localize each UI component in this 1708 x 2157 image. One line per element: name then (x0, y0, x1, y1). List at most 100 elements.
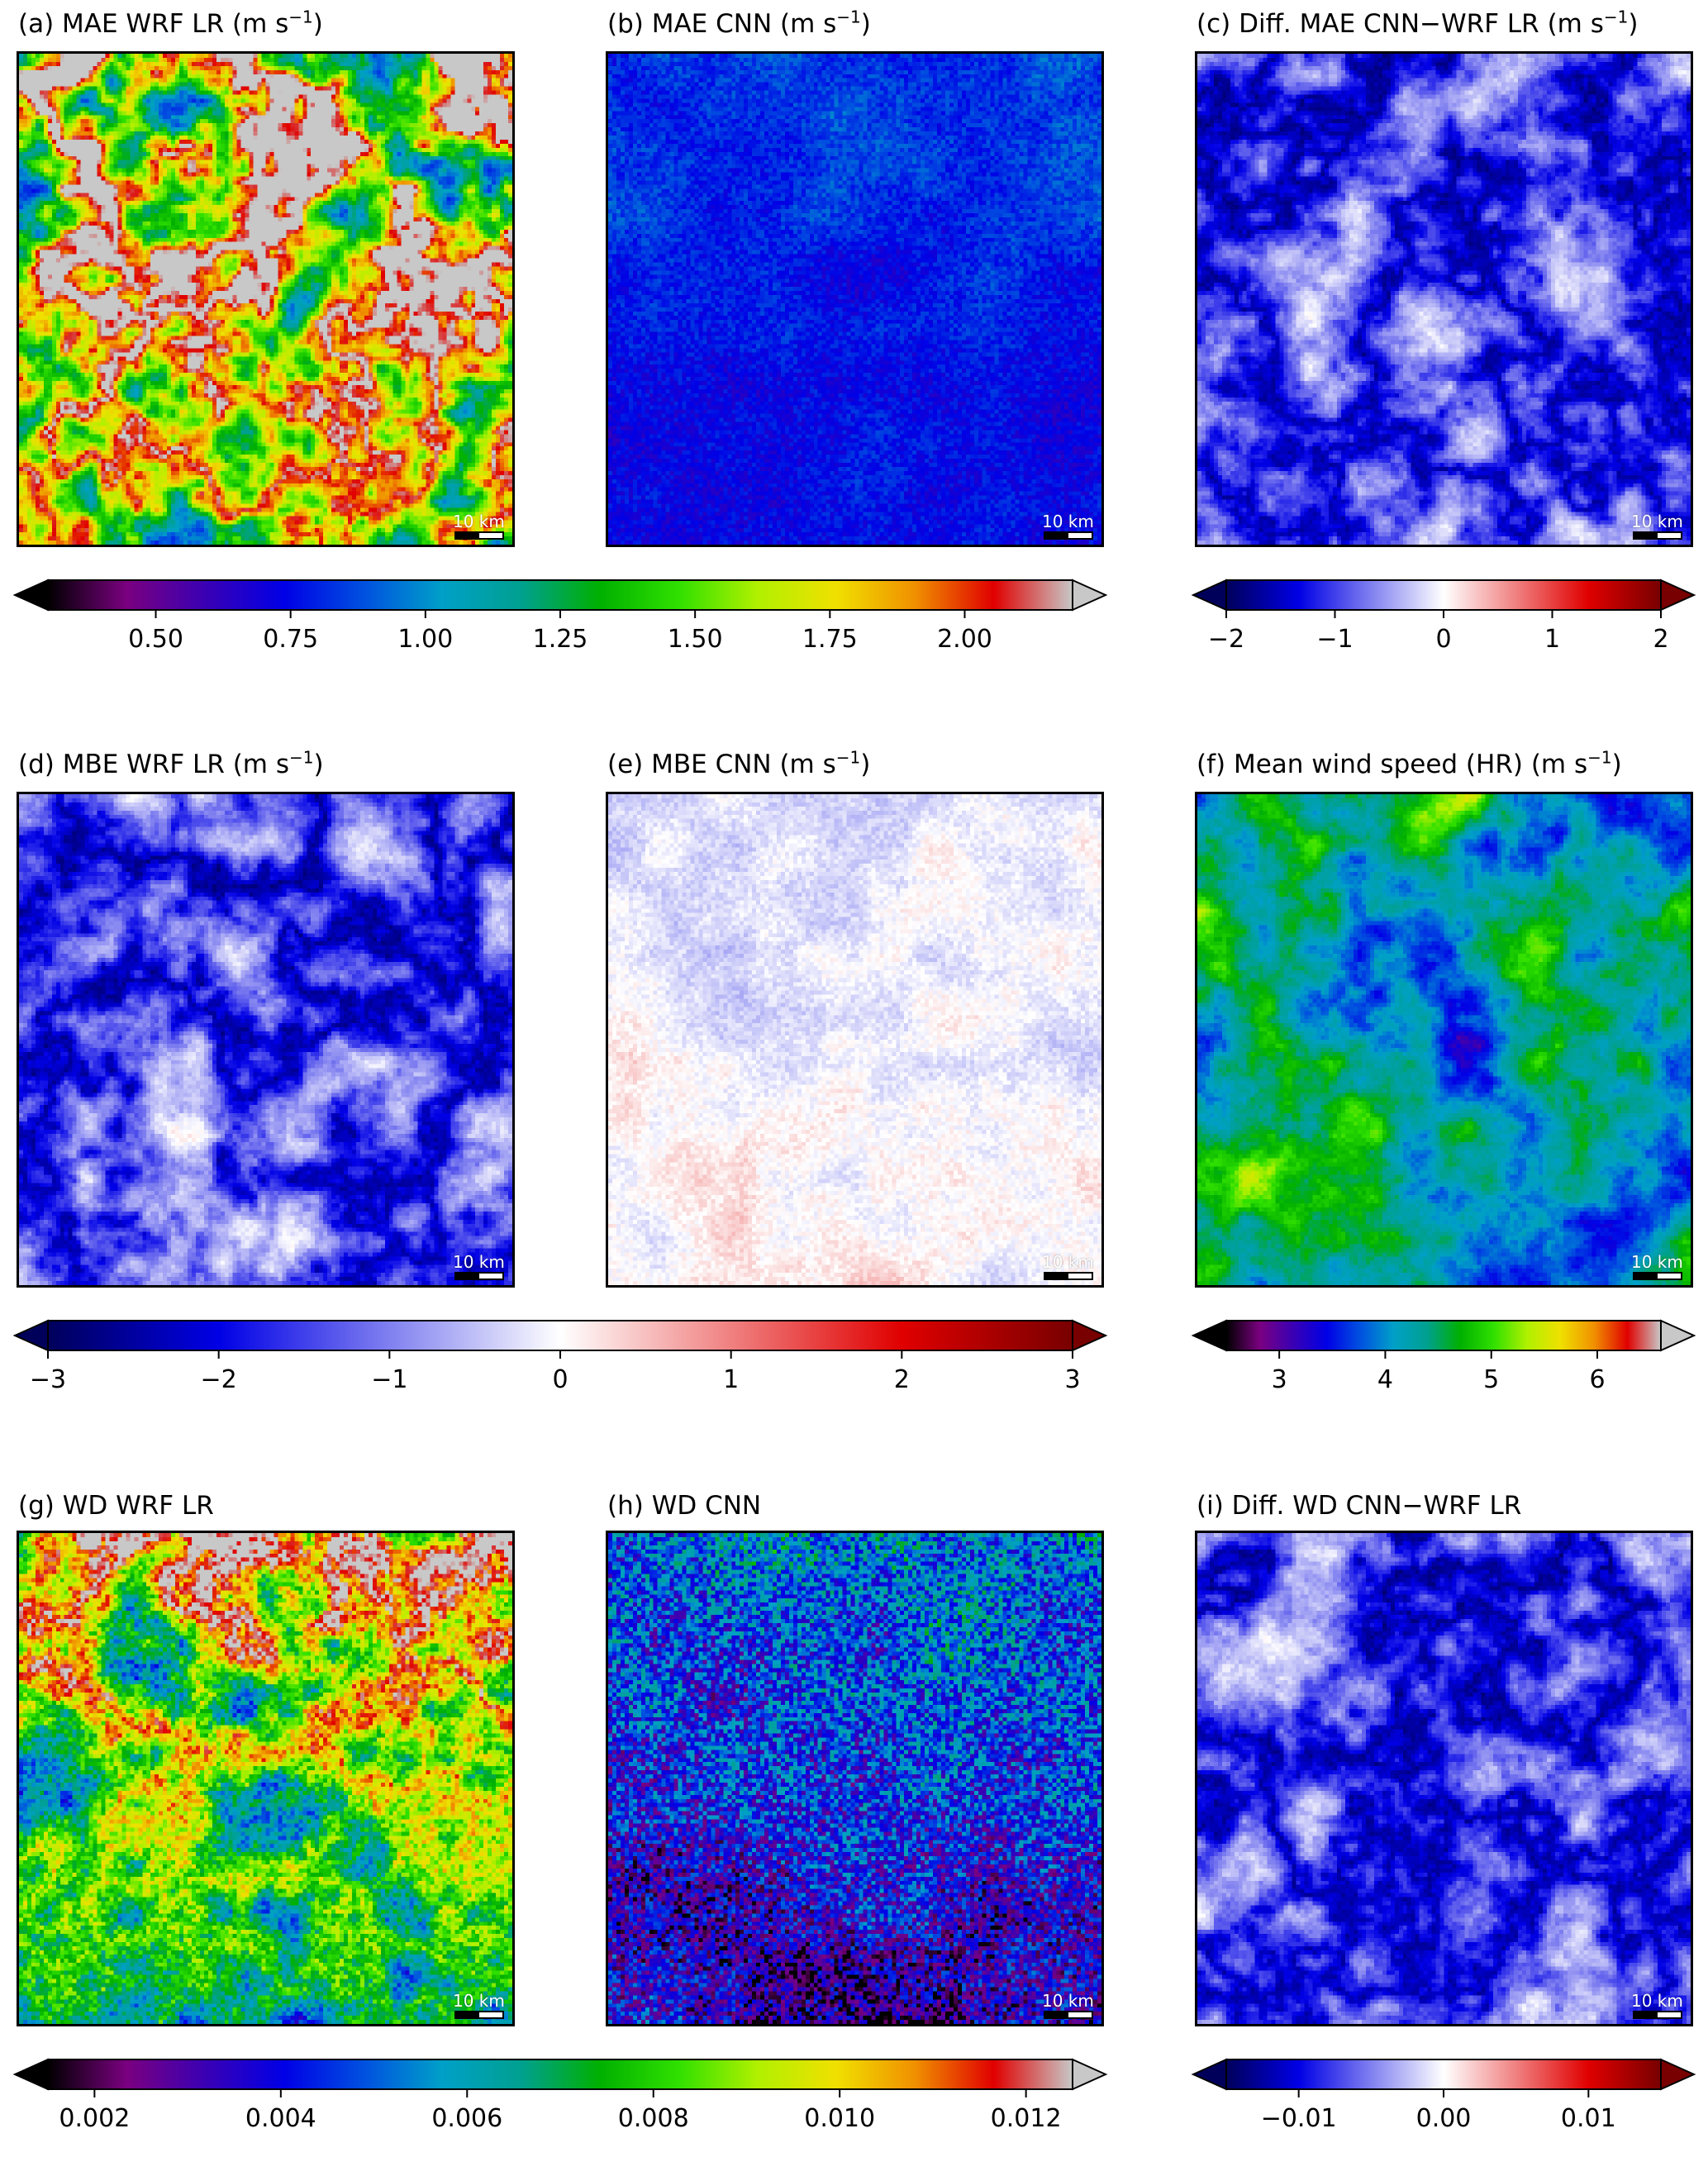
panel-h-heatmap (608, 1533, 1101, 2024)
colorbar-tick-label: 1.25 (532, 625, 588, 654)
scale-bar-label: 10 km (1042, 512, 1094, 531)
panel-g-heatmap (19, 1533, 512, 2024)
colorbar-tick-label: 3 (1064, 1365, 1081, 1394)
scale-bar: 10 km (453, 1252, 506, 1280)
panel-b-heatmap (608, 54, 1101, 545)
colorbar-tick-label: −2 (200, 1365, 237, 1394)
scale-bar-graphic (1044, 1272, 1093, 1280)
colorbar-extend-max (1072, 1319, 1108, 1352)
colorbar-gradient (1225, 1320, 1662, 1351)
panel-d-title: (d) MBE WRF LR (m s−1) (18, 747, 324, 779)
colorbar-tick-label: 2.00 (937, 625, 992, 654)
colorbar-gradient (47, 1320, 1073, 1351)
colorbar-gradient (47, 579, 1073, 611)
colorbar-tick-label: −0.01 (1260, 2104, 1337, 2133)
panel-c-map: 10 km (1195, 51, 1693, 547)
colorbar-extend-min (12, 1319, 49, 1352)
panel-b-title: (b) MAE CNN (m s−1) (607, 7, 871, 39)
colorbar-tick-label: 1.50 (667, 625, 723, 654)
scale-bar-graphic (1633, 2011, 1682, 2019)
colorbar-extend-max (1072, 2058, 1108, 2091)
colorbar-tick-label: 3 (1271, 1365, 1287, 1394)
scale-bar: 10 km (1631, 512, 1684, 540)
panel-f-map: 10 km (1195, 792, 1693, 1288)
colorbar-tick-label: 1 (1544, 625, 1561, 654)
scale-bar: 10 km (1631, 1991, 1684, 2019)
colorbar-tick-label: 0.002 (59, 2104, 131, 2133)
panel-g-map: 10 km (17, 1531, 515, 2026)
colorbar-tick-label: 2 (893, 1365, 910, 1394)
colorbar-tick-label: −1 (1316, 625, 1354, 654)
colorbar-diff-mae: −2 −1 0 1 2 (1191, 579, 1696, 669)
panel-h-title: (h) WD CNN (607, 1491, 762, 1521)
panel-d-map: 10 km (17, 792, 515, 1288)
colorbar-tick-label: 0.012 (990, 2104, 1062, 2133)
colorbar-extend-max (1660, 1319, 1696, 1352)
scale-bar-graphic (454, 531, 504, 540)
panel-d-heatmap (19, 794, 512, 1285)
colorbar-gradient (47, 2059, 1073, 2090)
scale-bar-label: 10 km (453, 1991, 505, 2011)
colorbar-tick-label: 0.004 (245, 2104, 316, 2133)
colorbar-tick-label: 0.50 (128, 625, 183, 654)
panel-c-heatmap (1197, 54, 1691, 545)
colorbar-tick-label: 1 (723, 1365, 740, 1394)
colorbar-tick-label: 1.75 (802, 625, 858, 654)
colorbar-tick-label: 0 (1435, 625, 1452, 654)
scale-bar-graphic (1044, 2011, 1093, 2019)
panel-f-title: (f) Mean wind speed (HR) (m s−1) (1197, 747, 1622, 779)
colorbar-extend-min (12, 579, 49, 612)
scale-bar-graphic (1044, 531, 1093, 540)
scale-bar: 10 km (1042, 1252, 1095, 1280)
panel-g-title: (g) WD WRF LR (18, 1491, 214, 1521)
colorbar-gradient (1225, 579, 1662, 611)
colorbar-graphic (1191, 2058, 1696, 2097)
scale-bar: 10 km (1631, 1252, 1684, 1280)
panel-c-title: (c) Diff. MAE CNN−WRF LR (m s−1) (1197, 7, 1639, 39)
scale-bar-label: 10 km (1042, 1991, 1094, 2011)
colorbar-tick-label: 2 (1653, 625, 1669, 654)
colorbar-extend-max (1660, 2058, 1696, 2091)
colorbar-mbe: −3 −2 −1 0 1 2 3 (12, 1319, 1108, 1410)
colorbar-mae: 0.50 0.75 1.00 1.25 1.50 1.75 2.00 (12, 579, 1108, 669)
colorbar-graphic (12, 579, 1108, 618)
panel-e-map: 10 km (606, 792, 1104, 1288)
scale-bar: 10 km (1042, 512, 1095, 540)
panel-a-title: (a) MAE WRF LR (m s−1) (18, 7, 323, 39)
colorbar-tick-label: 0.010 (804, 2104, 876, 2133)
colorbar-extend-min (1191, 579, 1227, 612)
panel-b-map: 10 km (606, 51, 1104, 547)
scale-bar-label: 10 km (453, 1252, 505, 1272)
panel-i-heatmap (1197, 1533, 1691, 2024)
panel-a-heatmap (19, 54, 512, 545)
colorbar-graphic (12, 2058, 1108, 2097)
panel-e-title: (e) MBE CNN (m s−1) (607, 747, 871, 779)
panel-a-map: 10 km (17, 51, 515, 547)
colorbar-tick-label: −3 (29, 1365, 67, 1394)
scale-bar-graphic (1633, 1272, 1682, 1280)
scale-bar-graphic (454, 2011, 504, 2019)
colorbar-tick-label: 1.00 (397, 625, 454, 654)
colorbar-tick-label: −1 (371, 1365, 408, 1394)
colorbar-tick-label: 0.00 (1415, 2104, 1472, 2133)
panel-e-heatmap (608, 794, 1101, 1285)
colorbar-tick-label: 0.01 (1560, 2104, 1616, 2133)
colorbar-diff-wd: −0.01 0.00 0.01 (1191, 2058, 1696, 2149)
scale-bar-label: 10 km (1631, 512, 1683, 531)
colorbar-extend-max (1660, 579, 1696, 612)
colorbar-tick-label: 0.008 (617, 2104, 689, 2133)
colorbar-tick-label: 0.006 (431, 2104, 503, 2133)
scale-bar-label: 10 km (1042, 1252, 1094, 1272)
panel-i-map: 10 km (1195, 1531, 1693, 2026)
scale-bar: 10 km (1042, 1991, 1095, 2019)
colorbar-graphic (12, 1319, 1108, 1359)
colorbar-extend-min (1191, 2058, 1227, 2091)
colorbar-tick-label: 5 (1483, 1365, 1500, 1394)
colorbar-graphic (1191, 579, 1696, 618)
scale-bar-graphic (1633, 531, 1682, 540)
colorbar-graphic (1191, 1319, 1696, 1359)
scale-bar-label: 10 km (453, 512, 505, 531)
panel-f-heatmap (1197, 794, 1691, 1285)
colorbar-tick-label: 6 (1589, 1365, 1606, 1394)
colorbar-tick-label: 4 (1377, 1365, 1393, 1394)
